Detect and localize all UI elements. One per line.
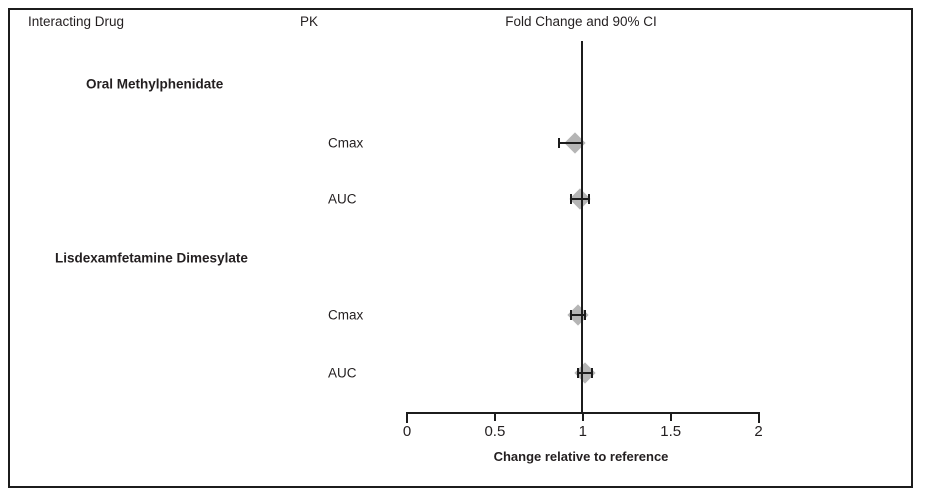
column-header-fold-change: Fold Change and 90% CI bbox=[505, 14, 657, 29]
x-tick-label: 1 bbox=[578, 423, 587, 440]
plot-frame bbox=[8, 8, 913, 488]
ci-cap-low bbox=[557, 138, 560, 148]
x-axis-title: Change relative to reference bbox=[493, 449, 669, 464]
ci-cap-high bbox=[587, 194, 590, 204]
x-axis bbox=[406, 412, 760, 414]
ci-cap-low bbox=[577, 368, 580, 378]
ci-cap-high bbox=[591, 368, 594, 378]
reference-line bbox=[580, 41, 583, 414]
ci-bar bbox=[558, 142, 582, 144]
group-label: Lisdexamfetamine Dimesylate bbox=[55, 250, 248, 266]
ci-cap-high bbox=[584, 310, 587, 320]
param-label: AUC bbox=[328, 365, 357, 381]
param-label: AUC bbox=[328, 191, 357, 207]
x-tick bbox=[757, 414, 760, 423]
x-tick-label: 0.5 bbox=[484, 423, 506, 440]
ci-cap-low bbox=[570, 194, 573, 204]
x-tick-label: 1.5 bbox=[660, 423, 682, 440]
ci-bar bbox=[578, 372, 593, 374]
x-tick bbox=[581, 414, 584, 421]
ci-bar bbox=[571, 314, 586, 316]
x-tick bbox=[493, 414, 496, 421]
x-tick-label: 2 bbox=[754, 423, 763, 440]
param-label: Cmax bbox=[328, 135, 364, 151]
column-header-pk: PK bbox=[300, 14, 319, 29]
group-label: Oral Methylphenidate bbox=[86, 76, 224, 92]
param-label: Cmax bbox=[328, 307, 364, 323]
ci-bar bbox=[571, 198, 589, 200]
x-tick bbox=[669, 414, 672, 421]
ci-cap-high bbox=[580, 138, 583, 148]
ci-cap-low bbox=[570, 310, 573, 320]
x-tick bbox=[406, 414, 408, 423]
x-tick-label: 0 bbox=[402, 423, 412, 440]
column-header-interacting-drug: Interacting Drug bbox=[28, 14, 125, 29]
